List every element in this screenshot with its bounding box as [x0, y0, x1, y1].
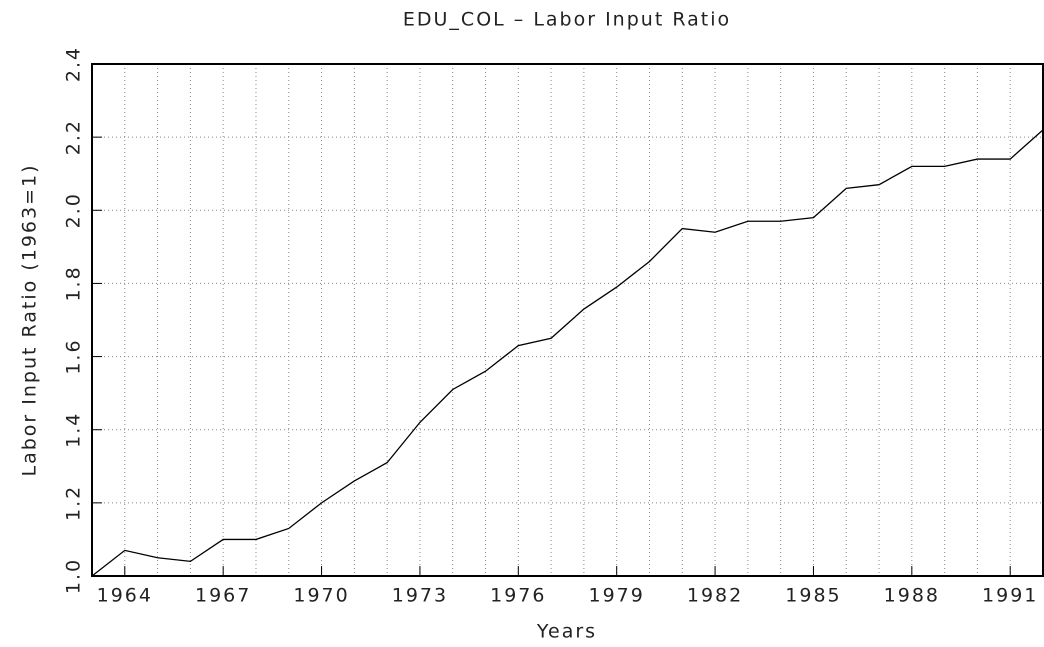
x-tick-label: 1982 — [687, 585, 743, 607]
x-axis-label: Years — [536, 621, 597, 643]
y-tick-label: 1.0 — [63, 558, 85, 594]
y-tick-label: 2.2 — [63, 119, 85, 155]
x-tick-label: 1988 — [884, 585, 940, 607]
x-tick-label: 1985 — [785, 585, 841, 607]
x-tick-label: 1976 — [490, 585, 546, 607]
y-tick-label: 2.4 — [63, 46, 85, 82]
y-tick-label: 1.4 — [63, 412, 85, 448]
y-tick-label: 1.8 — [63, 265, 85, 301]
x-tick-label: 1991 — [982, 585, 1038, 607]
x-tick-label: 1970 — [293, 585, 349, 607]
y-tick-label: 2.0 — [63, 192, 85, 228]
y-axis-label: Labor Input Ratio (1963=1) — [19, 163, 41, 476]
data-line — [91, 129, 1044, 577]
y-tick-label: 1.6 — [63, 338, 85, 374]
chart-title: EDU_COL – Labor Input Ratio — [403, 9, 731, 31]
x-tick-label: 1979 — [589, 585, 645, 607]
x-tick-label: 1964 — [97, 585, 153, 607]
y-tick-label: 1.2 — [63, 485, 85, 521]
x-tick-label: 1973 — [392, 585, 448, 607]
x-tick-label: 1967 — [195, 585, 251, 607]
plot-frame — [91, 63, 1044, 577]
